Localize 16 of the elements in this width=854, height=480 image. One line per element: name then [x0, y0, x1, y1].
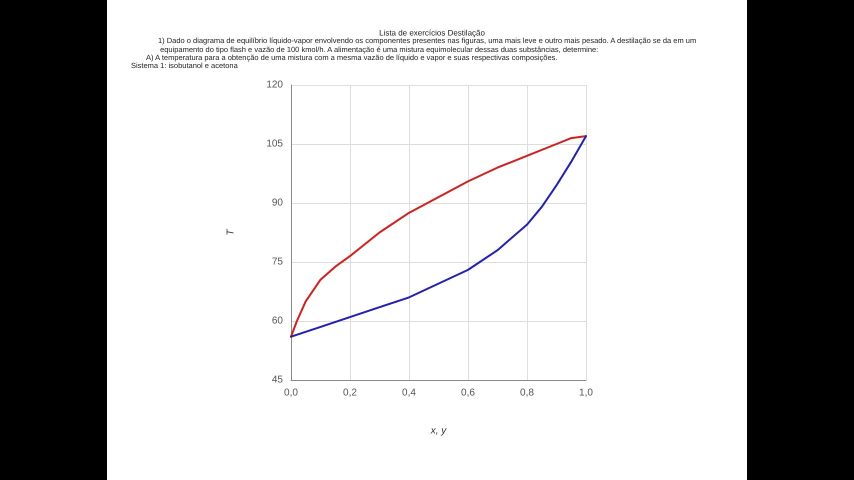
y-tick-label: 105 [266, 138, 284, 150]
y-axis-title: T [226, 228, 236, 236]
x-tick-label: 0,6 [461, 388, 476, 398]
y-tick-label: 120 [266, 80, 284, 90]
y-tick-label: 45 [272, 374, 284, 386]
x-tick-label: 0,2 [343, 388, 358, 398]
x-tick-label: 1,0 [579, 388, 594, 398]
y-tick-label: 90 [272, 198, 284, 208]
y-tick-label: 60 [272, 316, 284, 326]
x-tick-label: 0,0 [284, 388, 298, 398]
chart-title: Lista de exercícios Destilação [379, 28, 486, 38]
line-series [290, 135, 587, 338]
x-axis-title: x, y [430, 426, 448, 436]
y-tick-label: 75 [272, 256, 284, 268]
x-tick-label: 0,8 [520, 388, 534, 398]
x-tick-label: 0,4 [402, 388, 416, 398]
